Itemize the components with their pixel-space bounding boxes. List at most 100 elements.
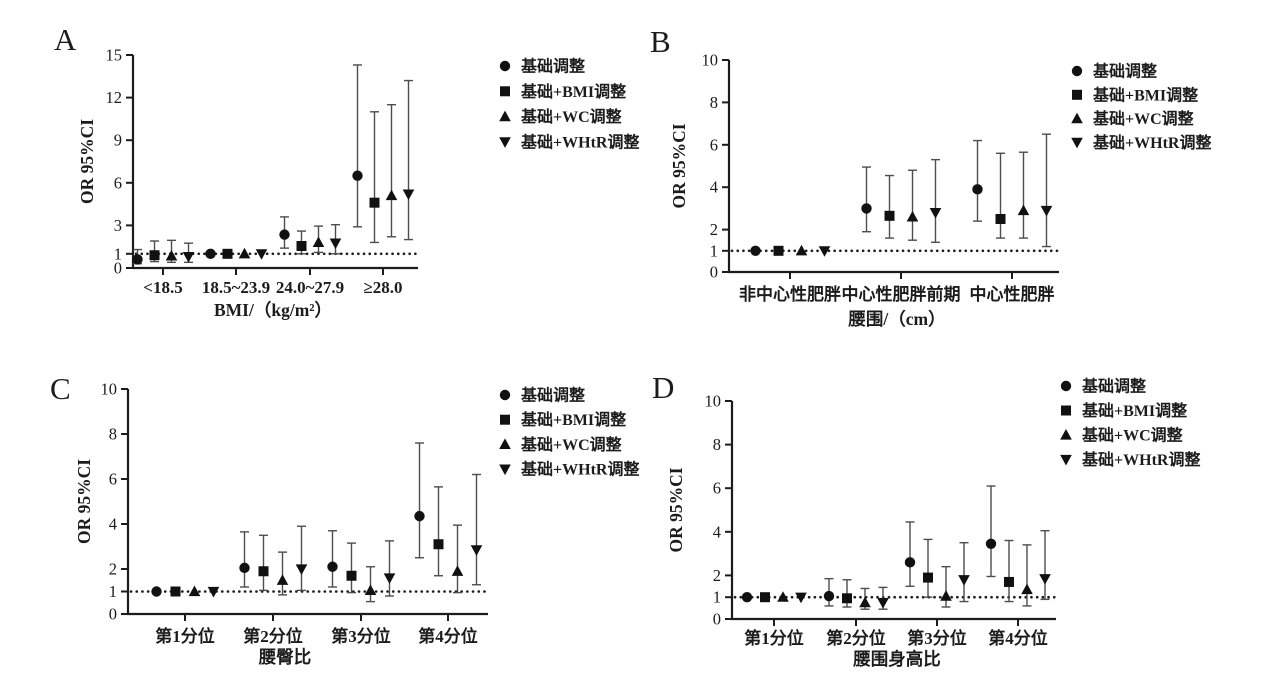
category-label: 中心性肥胖前期 xyxy=(842,284,961,304)
category-label: 第4分位 xyxy=(988,628,1048,648)
marker-circle xyxy=(741,592,753,603)
y-tick-label: 2 xyxy=(713,566,721,585)
panel-letter: C xyxy=(50,371,71,406)
legend-label: 基础调整 xyxy=(520,57,585,76)
marker-circle xyxy=(414,510,425,522)
category-label: 第1分位 xyxy=(155,626,215,646)
marker-triangle-up xyxy=(364,584,377,595)
y-tick-label: 8 xyxy=(109,425,117,444)
legend-marker-circle xyxy=(1071,65,1083,77)
legend-label: 基础调整 xyxy=(520,386,585,405)
y-tick-label: 6 xyxy=(109,470,117,489)
marker-square xyxy=(842,593,852,604)
y-axis-label: OR 95%CI xyxy=(666,467,686,552)
marker-circle xyxy=(750,245,761,256)
marker-triangle-down xyxy=(329,238,342,250)
y-tick-label: 3 xyxy=(114,216,122,235)
legend-label: 基础调整 xyxy=(1081,377,1146,396)
marker-square xyxy=(760,592,770,603)
y-tick-label: 0 xyxy=(114,259,122,278)
x-axis-label: 腰围/（cm） xyxy=(848,309,945,329)
y-tick-label: 1 xyxy=(114,244,122,263)
category-label: 18.5~23.9 xyxy=(202,278,270,297)
legend-marker-triangle-down xyxy=(499,464,511,476)
y-tick-label: 2 xyxy=(109,560,117,579)
legend-label: 基础+WHtR调整 xyxy=(520,460,639,479)
x-axis-label: BMI/（kg/m²） xyxy=(214,300,332,320)
marker-triangle-up xyxy=(238,247,251,259)
marker-triangle-down xyxy=(1039,574,1051,585)
legend-marker-triangle-down xyxy=(1071,137,1083,149)
legend-label: 基础调整 xyxy=(1092,62,1157,81)
marker-triangle-up xyxy=(188,585,201,597)
marker-square xyxy=(773,245,784,256)
marker-triangle-down xyxy=(795,592,807,604)
marker-square xyxy=(923,572,933,583)
y-tick-label: 4 xyxy=(713,522,721,541)
x-axis-label: 腰臀比 xyxy=(259,647,312,667)
marker-triangle-up xyxy=(859,596,871,608)
panel-letter: A xyxy=(54,22,77,57)
legend-marker-square xyxy=(500,414,510,425)
marker-triangle-down xyxy=(470,545,483,556)
marker-triangle-up xyxy=(777,591,789,602)
marker-circle xyxy=(985,538,997,549)
marker-triangle-down xyxy=(1040,205,1053,217)
y-tick-label: 12 xyxy=(106,88,123,107)
legend-marker-square xyxy=(500,86,510,97)
marker-triangle-down xyxy=(383,573,396,584)
legend-label: 基础+BMI调整 xyxy=(1092,85,1198,104)
marker-square xyxy=(995,214,1006,224)
marker-triangle-down xyxy=(818,246,831,257)
y-tick-label: 1 xyxy=(109,582,117,601)
panel-letter: B xyxy=(650,24,671,59)
legend-marker-circle xyxy=(499,389,511,401)
marker-circle xyxy=(823,590,835,602)
marker-triangle-down xyxy=(207,586,220,598)
legend-label: 基础+BMI调整 xyxy=(1081,401,1187,420)
marker-square xyxy=(433,539,444,550)
panel-a-chart: A 01 3 6 9 12 15 <18.5 18.5~23.9 24.0~27.9 ≥28.0 BM… xyxy=(54,22,639,320)
marker-square xyxy=(1004,576,1014,587)
y-tick-label: 10 xyxy=(101,380,118,399)
category-label: 第2分位 xyxy=(243,626,303,646)
category-label: 第4分位 xyxy=(418,626,478,646)
marker-circle xyxy=(132,254,143,265)
y-tick-label: 0 xyxy=(713,610,721,629)
marker-circle xyxy=(151,586,162,597)
legend-marker-triangle-up xyxy=(1060,429,1072,440)
category-label: 第3分位 xyxy=(331,626,391,646)
marker-triangle-up xyxy=(940,590,952,601)
marker-triangle-down xyxy=(182,252,195,263)
y-tick-label: 10 xyxy=(705,392,722,411)
legend-label: 基础+WHtR调整 xyxy=(520,132,639,151)
category-label: 第3分位 xyxy=(907,628,967,648)
marker-circle xyxy=(972,184,983,195)
y-tick-label: 15 xyxy=(106,46,123,65)
y-tick-label: 10 xyxy=(702,51,719,70)
category-label: <18.5 xyxy=(143,278,182,297)
marker-triangle-down xyxy=(402,189,415,201)
legend-marker-circle xyxy=(1060,380,1072,392)
panel-letter: D xyxy=(652,370,674,405)
marker-triangle-up xyxy=(795,244,808,256)
marker-square xyxy=(296,240,307,251)
marker-triangle-up xyxy=(385,189,398,201)
legend-marker-triangle-down xyxy=(499,137,511,148)
legend-label: 基础+BMI调整 xyxy=(520,410,626,429)
legend-label: 基础+WC调整 xyxy=(1081,426,1183,445)
marker-triangle-down xyxy=(255,249,268,260)
legend-label: 基础+WC调整 xyxy=(520,107,622,126)
marker-square xyxy=(170,586,181,597)
marker-triangle-down xyxy=(877,598,889,609)
category-label: 第2分位 xyxy=(826,628,886,648)
marker-circle xyxy=(904,557,916,568)
y-tick-label: 0 xyxy=(109,605,117,624)
y-tick-label: 4 xyxy=(109,515,117,534)
y-tick-label: 8 xyxy=(713,435,721,454)
category-label: 第1分位 xyxy=(744,628,804,648)
y-axis-label: OR 95%CI xyxy=(74,459,94,544)
